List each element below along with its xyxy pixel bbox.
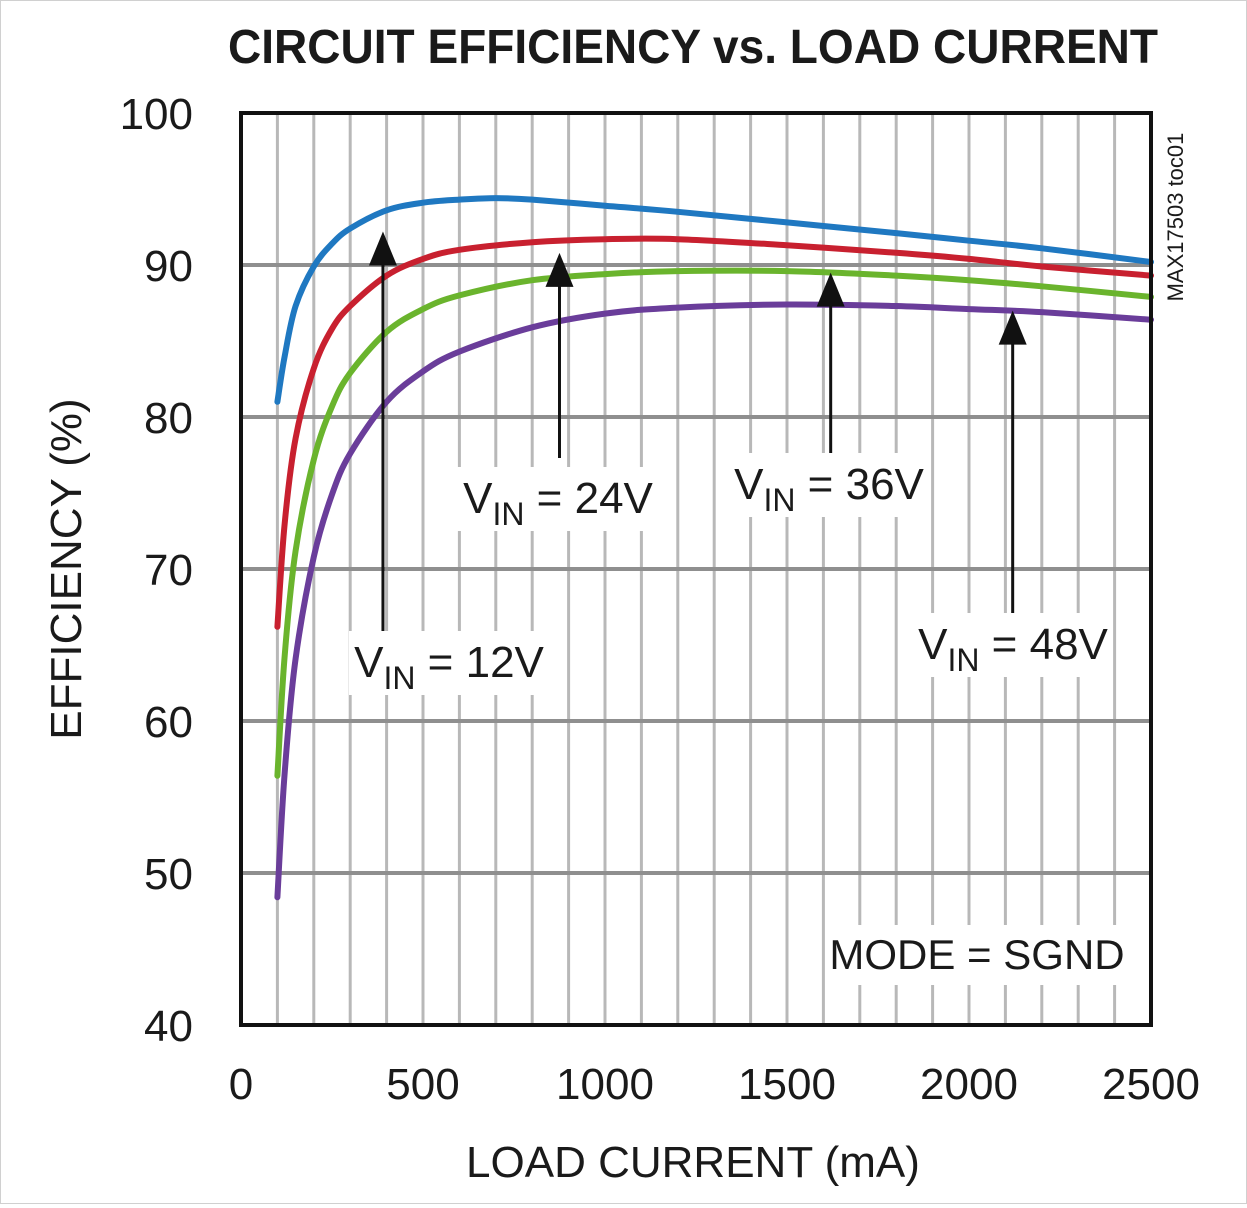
annotation-arrow-head	[998, 310, 1027, 345]
x-axis-ticks: 0 500 1000 1500 2000 2500	[229, 1060, 1200, 1109]
annotation-arrows	[368, 231, 1027, 653]
series-lines	[274, 195, 1154, 901]
series-label: VIN = 36V	[734, 460, 924, 518]
y-axis-ticks: 40 50 60 70 80 90 100	[120, 90, 193, 1051]
series-line	[274, 235, 1154, 630]
x-tick-label: 500	[386, 1060, 459, 1109]
y-tick-label: 50	[144, 850, 193, 899]
annotation-arrow-head	[368, 231, 397, 266]
series-label-bg	[453, 467, 663, 531]
series-label-bg	[913, 613, 1113, 677]
series-line	[274, 301, 1154, 901]
series-label: VIN = 48V	[918, 620, 1108, 678]
series-label: VIN = 12V	[354, 638, 544, 696]
series-label: VIN = 24V	[463, 474, 653, 532]
annotation-arrow-head	[545, 252, 574, 287]
chart-title: CIRCUIT EFFICIENCY vs. LOAD CURRENT	[228, 21, 1158, 74]
y-tick-label: 80	[144, 394, 193, 443]
x-tick-label: 2000	[920, 1060, 1018, 1109]
series-label-bg	[729, 453, 929, 517]
x-tick-label: 1500	[738, 1060, 836, 1109]
x-tick-label: 2500	[1102, 1060, 1200, 1109]
y-tick-label: 100	[120, 90, 193, 139]
plot-border	[239, 111, 1153, 1027]
x-axis-label: LOAD CURRENT (mA)	[466, 1138, 920, 1187]
x-tick-label: 1000	[556, 1060, 654, 1109]
y-tick-label: 40	[144, 1002, 193, 1051]
series-labels: VIN = 12V VIN = 24V VIN = 36V VIN = 48V	[349, 453, 1113, 696]
mode-note-box: MODE = SGND	[825, 925, 1125, 985]
series-label-bg	[349, 631, 549, 695]
horizontal-grid	[241, 263, 1151, 875]
y-tick-label: 60	[144, 698, 193, 747]
annotation-arrow-head	[816, 272, 845, 307]
series-line	[274, 267, 1154, 779]
x-tick-label: 0	[229, 1060, 253, 1109]
side-label: MAX17503 toc01	[1163, 133, 1188, 302]
series-line	[274, 195, 1154, 405]
y-tick-label: 90	[144, 242, 193, 291]
y-tick-label: 70	[144, 546, 193, 595]
mode-note: MODE = SGND	[829, 931, 1124, 978]
y-axis-label: EFFICIENCY (%)	[42, 398, 91, 739]
